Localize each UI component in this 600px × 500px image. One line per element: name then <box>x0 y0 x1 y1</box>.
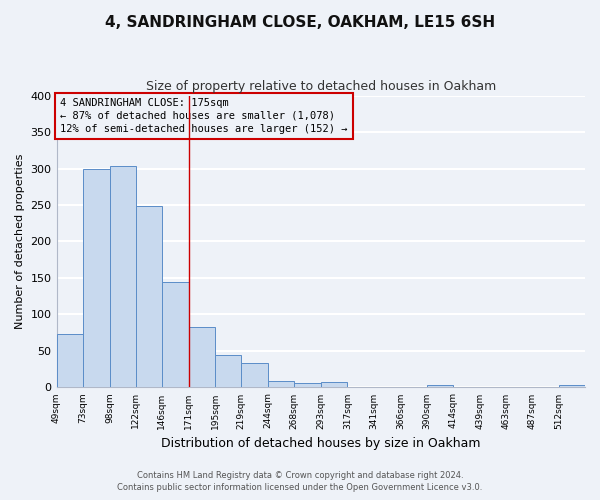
X-axis label: Distribution of detached houses by size in Oakham: Distribution of detached houses by size … <box>161 437 481 450</box>
Y-axis label: Number of detached properties: Number of detached properties <box>15 154 25 329</box>
Text: 4, SANDRINGHAM CLOSE, OAKHAM, LE15 6SH: 4, SANDRINGHAM CLOSE, OAKHAM, LE15 6SH <box>105 15 495 30</box>
Bar <box>322 382 347 388</box>
Title: Size of property relative to detached houses in Oakham: Size of property relative to detached ho… <box>146 80 496 93</box>
Bar <box>559 384 585 388</box>
Bar <box>427 384 452 388</box>
Bar <box>56 334 83 388</box>
Bar <box>189 327 215 388</box>
Bar <box>136 206 162 388</box>
Bar <box>268 381 294 388</box>
Bar <box>294 383 322 388</box>
Bar <box>162 282 189 388</box>
Bar <box>241 364 268 388</box>
Text: Contains HM Land Registry data © Crown copyright and database right 2024.
Contai: Contains HM Land Registry data © Crown c… <box>118 471 482 492</box>
Text: 4 SANDRINGHAM CLOSE: 175sqm
← 87% of detached houses are smaller (1,078)
12% of : 4 SANDRINGHAM CLOSE: 175sqm ← 87% of det… <box>60 98 347 134</box>
Bar <box>110 166 136 388</box>
Bar <box>215 356 241 388</box>
Bar <box>83 170 110 388</box>
